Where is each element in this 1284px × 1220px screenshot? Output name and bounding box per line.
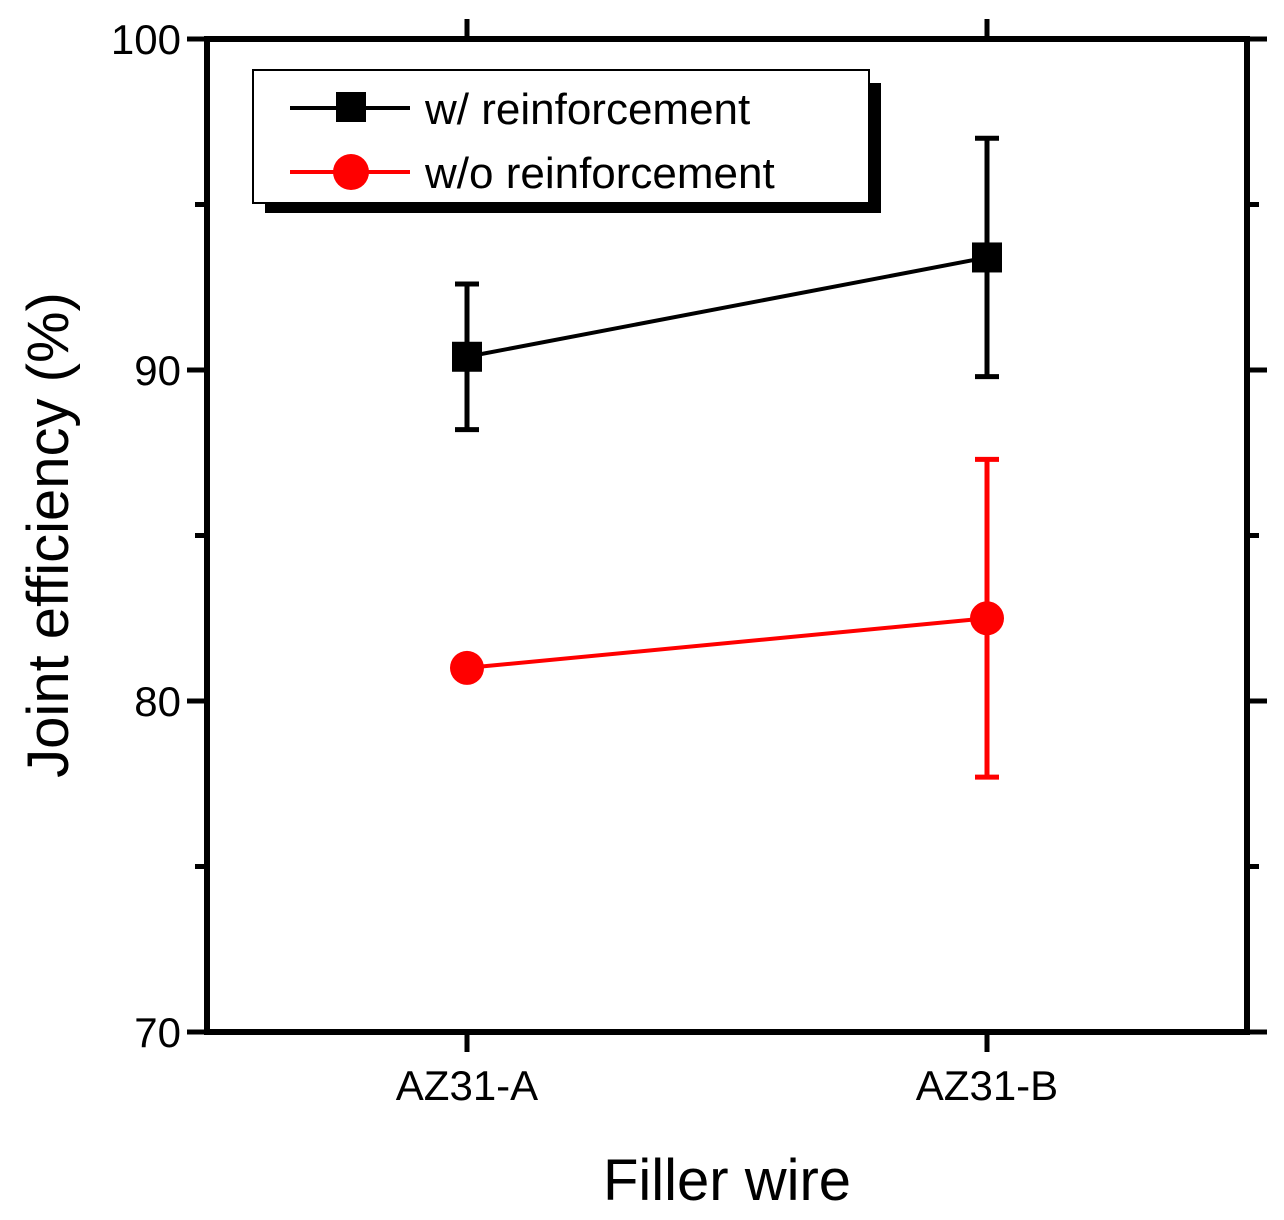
data-point-square (452, 341, 482, 372)
x-category-label: AZ31-B (916, 1062, 1058, 1109)
y-axis-title: Joint efficiency (%) (16, 292, 81, 778)
legend-marker-circle (333, 154, 369, 190)
x-category-labels: AZ31-A AZ31-B (396, 1062, 1058, 1109)
y-tick-label: 80 (134, 678, 181, 725)
data-point-circle (450, 650, 484, 685)
y-tick-label: 100 (111, 16, 181, 63)
data-point-square (972, 242, 1002, 273)
x-category-label: AZ31-A (396, 1062, 538, 1109)
series-layer (450, 135, 1004, 780)
series-line-w-reinforcement (466, 255, 988, 359)
legend-label-w-reinforcement: w/ reinforcement (424, 85, 750, 134)
data-point-circle (970, 601, 1004, 636)
y-tick-labels: 70 80 90 100 (111, 16, 181, 1056)
legend-label-wo-reinforcement: w/o reinforcement (424, 149, 775, 198)
legend-marker-square (336, 92, 366, 122)
legend: w/ reinforcement w/o reinforcement (252, 69, 881, 213)
axis-ticks (187, 19, 1267, 1052)
x-axis-title: Filler wire (603, 1148, 851, 1213)
y-tick-label: 90 (134, 347, 181, 394)
y-tick-label: 70 (134, 1009, 181, 1056)
series-line-wo-reinforcement (466, 616, 988, 670)
